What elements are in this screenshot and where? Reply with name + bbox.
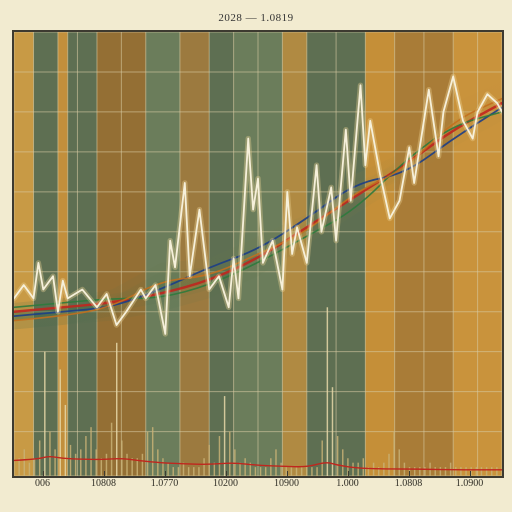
x-tick-label: 10200	[195, 478, 256, 498]
x-axis: 006108081.077010200109001.0001.08081.090…	[12, 478, 500, 498]
chart-title: 2028 — 1.0819	[8, 12, 504, 24]
x-tick-label: 1.000	[317, 478, 378, 498]
x-tick-label: 1.0770	[134, 478, 195, 498]
chart-svg	[14, 32, 502, 476]
plot-area	[12, 30, 504, 478]
x-tick-label: 10808	[73, 478, 134, 498]
x-tick-label: 1.0900	[439, 478, 500, 498]
x-tick-label: 1.0808	[378, 478, 439, 498]
x-tick-label: 006	[12, 478, 73, 498]
x-tick-label: 10900	[256, 478, 317, 498]
chart-frame: 2028 — 1.0819 006108081.077010200109001.…	[8, 8, 504, 504]
